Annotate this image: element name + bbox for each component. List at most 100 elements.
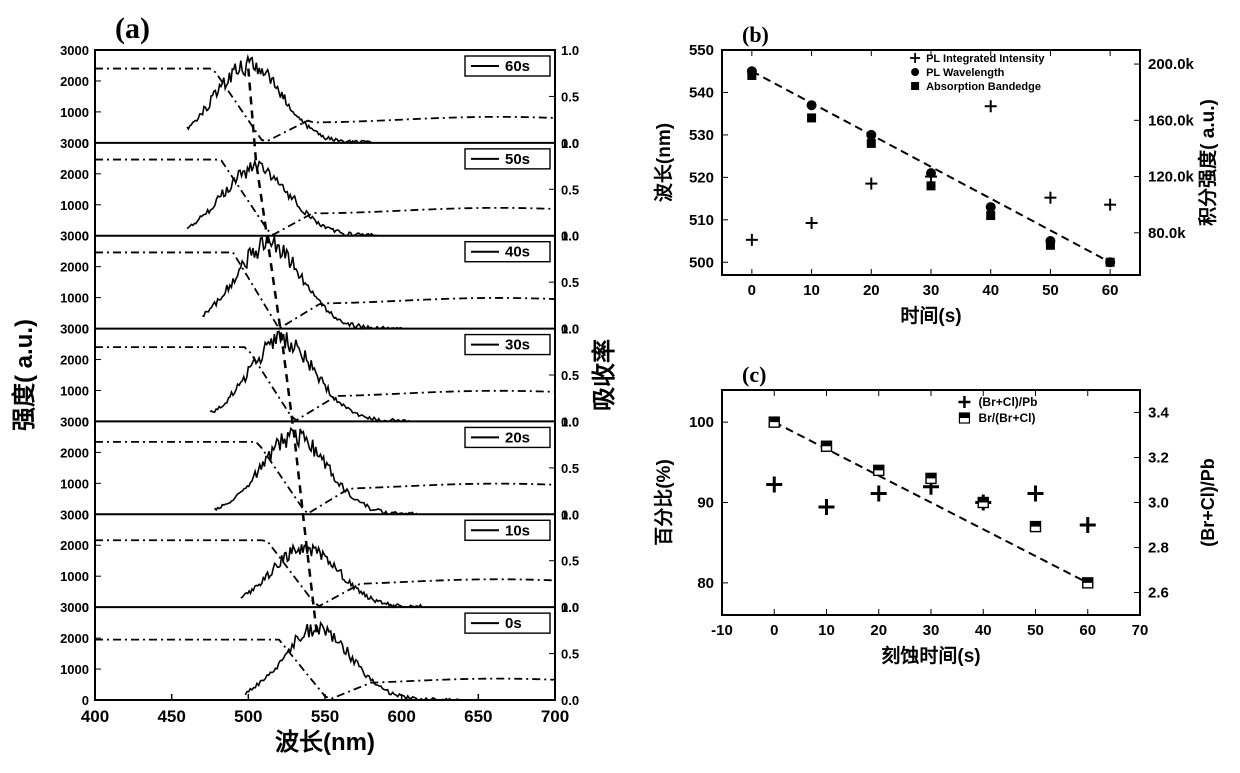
svg-text:530: 530 [689, 127, 714, 144]
svg-text:100: 100 [689, 414, 714, 431]
svg-text:3.2: 3.2 [1148, 450, 1169, 467]
svg-text:700: 700 [541, 707, 569, 726]
panel-a-ylabel-left: 强度( a.u.) [10, 319, 38, 431]
svg-text:1.0: 1.0 [561, 507, 579, 522]
svg-text:1.0: 1.0 [561, 229, 579, 244]
svg-text:2000: 2000 [60, 74, 89, 89]
svg-text:1.0: 1.0 [561, 322, 579, 337]
svg-text:3000: 3000 [60, 322, 89, 337]
svg-text:1000: 1000 [60, 662, 89, 677]
svg-text:Absorption Bandedge: Absorption Bandedge [926, 81, 1041, 93]
svg-text:500: 500 [234, 707, 262, 726]
svg-text:1000: 1000 [60, 198, 89, 213]
svg-text:0.5: 0.5 [561, 647, 579, 662]
svg-text:PL Wavelength: PL Wavelength [926, 67, 1005, 79]
svg-text:0.5: 0.5 [561, 182, 579, 197]
svg-text:时间(s): 时间(s) [900, 305, 961, 327]
panel-a-container: (a) 强度( a.u.) 吸收率波长(nm) 0 1000 2000 3000 0.0 0.5… [10, 10, 630, 763]
panel-c-svg: (c)-1001020304050607080901002.62.83.03.2… [650, 360, 1230, 670]
svg-text:3000: 3000 [60, 414, 89, 429]
panel-b-container: (b)010203040506050051052053054055080.0k1… [650, 20, 1230, 330]
svg-text:0.5: 0.5 [561, 89, 579, 104]
svg-text:600: 600 [387, 707, 415, 726]
svg-text:刻蚀时间(s): 刻蚀时间(s) [881, 644, 980, 667]
panel-a-legend-50s: 50s [505, 151, 530, 168]
svg-text:30: 30 [923, 282, 940, 299]
right-container: (b)010203040506050051052053054055080.0k1… [630, 10, 1230, 763]
svg-text:1.0: 1.0 [561, 43, 579, 58]
panel-a-legend-60s: 60s [505, 58, 530, 75]
svg-text:90: 90 [697, 495, 714, 512]
svg-text:450: 450 [157, 707, 185, 726]
svg-text:550: 550 [311, 707, 339, 726]
svg-text:0: 0 [770, 622, 778, 639]
svg-text:1000: 1000 [60, 105, 89, 120]
svg-text:0.5: 0.5 [561, 275, 579, 290]
svg-text:500: 500 [689, 254, 714, 271]
svg-text:3.4: 3.4 [1148, 405, 1170, 422]
svg-text:2000: 2000 [60, 167, 89, 182]
svg-text:1000: 1000 [60, 569, 89, 584]
svg-text:10: 10 [818, 622, 835, 639]
svg-text:积分强度( a.u.): 积分强度( a.u.) [1196, 99, 1219, 226]
panel-a-legend-10s: 10s [505, 522, 530, 539]
svg-text:0.5: 0.5 [561, 368, 579, 383]
svg-text:60: 60 [1102, 282, 1119, 299]
svg-text:80: 80 [697, 575, 714, 592]
svg-text:3000: 3000 [60, 229, 89, 244]
svg-text:20: 20 [870, 622, 887, 639]
svg-text:40: 40 [982, 282, 999, 299]
svg-text:(a): (a) [115, 12, 150, 45]
panel-c-container: (c)-1001020304050607080901002.62.83.03.2… [650, 360, 1230, 670]
svg-text:PL Integrated Intensity: PL Integrated Intensity [926, 53, 1045, 65]
svg-text:0.5: 0.5 [561, 554, 579, 569]
svg-text:3.0: 3.0 [1148, 495, 1169, 512]
svg-text:3000: 3000 [60, 507, 89, 522]
svg-text:0: 0 [82, 693, 89, 708]
svg-text:2.8: 2.8 [1148, 540, 1169, 557]
svg-text:-10: -10 [711, 622, 733, 639]
svg-text:650: 650 [464, 707, 492, 726]
panel-a-svg: (a) 强度( a.u.) 吸收率波长(nm) 0 1000 2000 3000 0.0 0.5… [10, 10, 630, 760]
panel-a-legend-40s: 40s [505, 244, 530, 261]
svg-text:40: 40 [975, 622, 992, 639]
svg-text:3000: 3000 [60, 600, 89, 615]
svg-text:(Br+Cl)/Pb: (Br+Cl)/Pb [1198, 458, 1218, 547]
svg-text:2000: 2000 [60, 538, 89, 553]
svg-text:2000: 2000 [60, 260, 89, 275]
svg-text:(Br+Cl)/Pb: (Br+Cl)/Pb [978, 395, 1037, 409]
svg-text:1.0: 1.0 [561, 414, 579, 429]
svg-text:1000: 1000 [60, 383, 89, 398]
svg-text:2000: 2000 [60, 445, 89, 460]
svg-text:0.0: 0.0 [561, 693, 579, 708]
svg-text:1.0: 1.0 [561, 136, 579, 151]
svg-text:160.0k: 160.0k [1148, 112, 1195, 129]
svg-text:2000: 2000 [60, 353, 89, 368]
svg-text:550: 550 [689, 42, 714, 59]
svg-text:10: 10 [803, 282, 820, 299]
svg-text:20: 20 [863, 282, 880, 299]
svg-text:520: 520 [689, 169, 714, 186]
svg-text:200.0k: 200.0k [1148, 56, 1195, 73]
panel-a-ylabel-right: 吸收率 [590, 339, 618, 411]
svg-text:70: 70 [1132, 622, 1149, 639]
svg-text:1000: 1000 [60, 291, 89, 306]
svg-text:1.0: 1.0 [561, 600, 579, 615]
svg-text:400: 400 [81, 707, 109, 726]
panel-a-xlabel: 波长(nm) [275, 729, 375, 756]
svg-text:0: 0 [748, 282, 756, 299]
svg-text:510: 510 [689, 212, 714, 229]
svg-text:(c): (c) [742, 362, 766, 387]
svg-text:50: 50 [1027, 622, 1044, 639]
svg-text:0.5: 0.5 [561, 461, 579, 476]
svg-text:540: 540 [689, 84, 714, 101]
panel-a-legend-0s: 0s [505, 615, 522, 632]
svg-text:50: 50 [1042, 282, 1059, 299]
svg-text:60: 60 [1079, 622, 1096, 639]
panel-a-legend-20s: 20s [505, 429, 530, 446]
panel-b-svg: (b)010203040506050051052053054055080.0k1… [650, 20, 1230, 330]
svg-text:30: 30 [923, 622, 940, 639]
svg-text:1000: 1000 [60, 476, 89, 491]
svg-text:3000: 3000 [60, 136, 89, 151]
svg-text:百分比(%): 百分比(%) [653, 459, 675, 546]
